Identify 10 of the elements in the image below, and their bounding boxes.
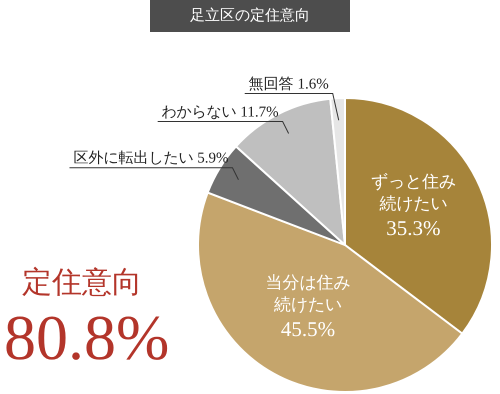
text: 80.8% [4,301,170,375]
slice-label: ずっと住み続けたい [370,172,456,213]
slice-label: 当分は住み続けたい [265,272,350,314]
data-label: 35.3% [386,216,441,240]
data-label: 45.5% [280,316,336,341]
chart-title: 足立区の定住意向 [150,0,350,32]
text: 定住意向 [22,265,142,301]
slice-label: 区外に転出したい 5.9% [73,150,228,167]
slice-label: 無回答 1.6% [248,75,329,92]
slice-label: わからない 11.7% [162,104,279,120]
